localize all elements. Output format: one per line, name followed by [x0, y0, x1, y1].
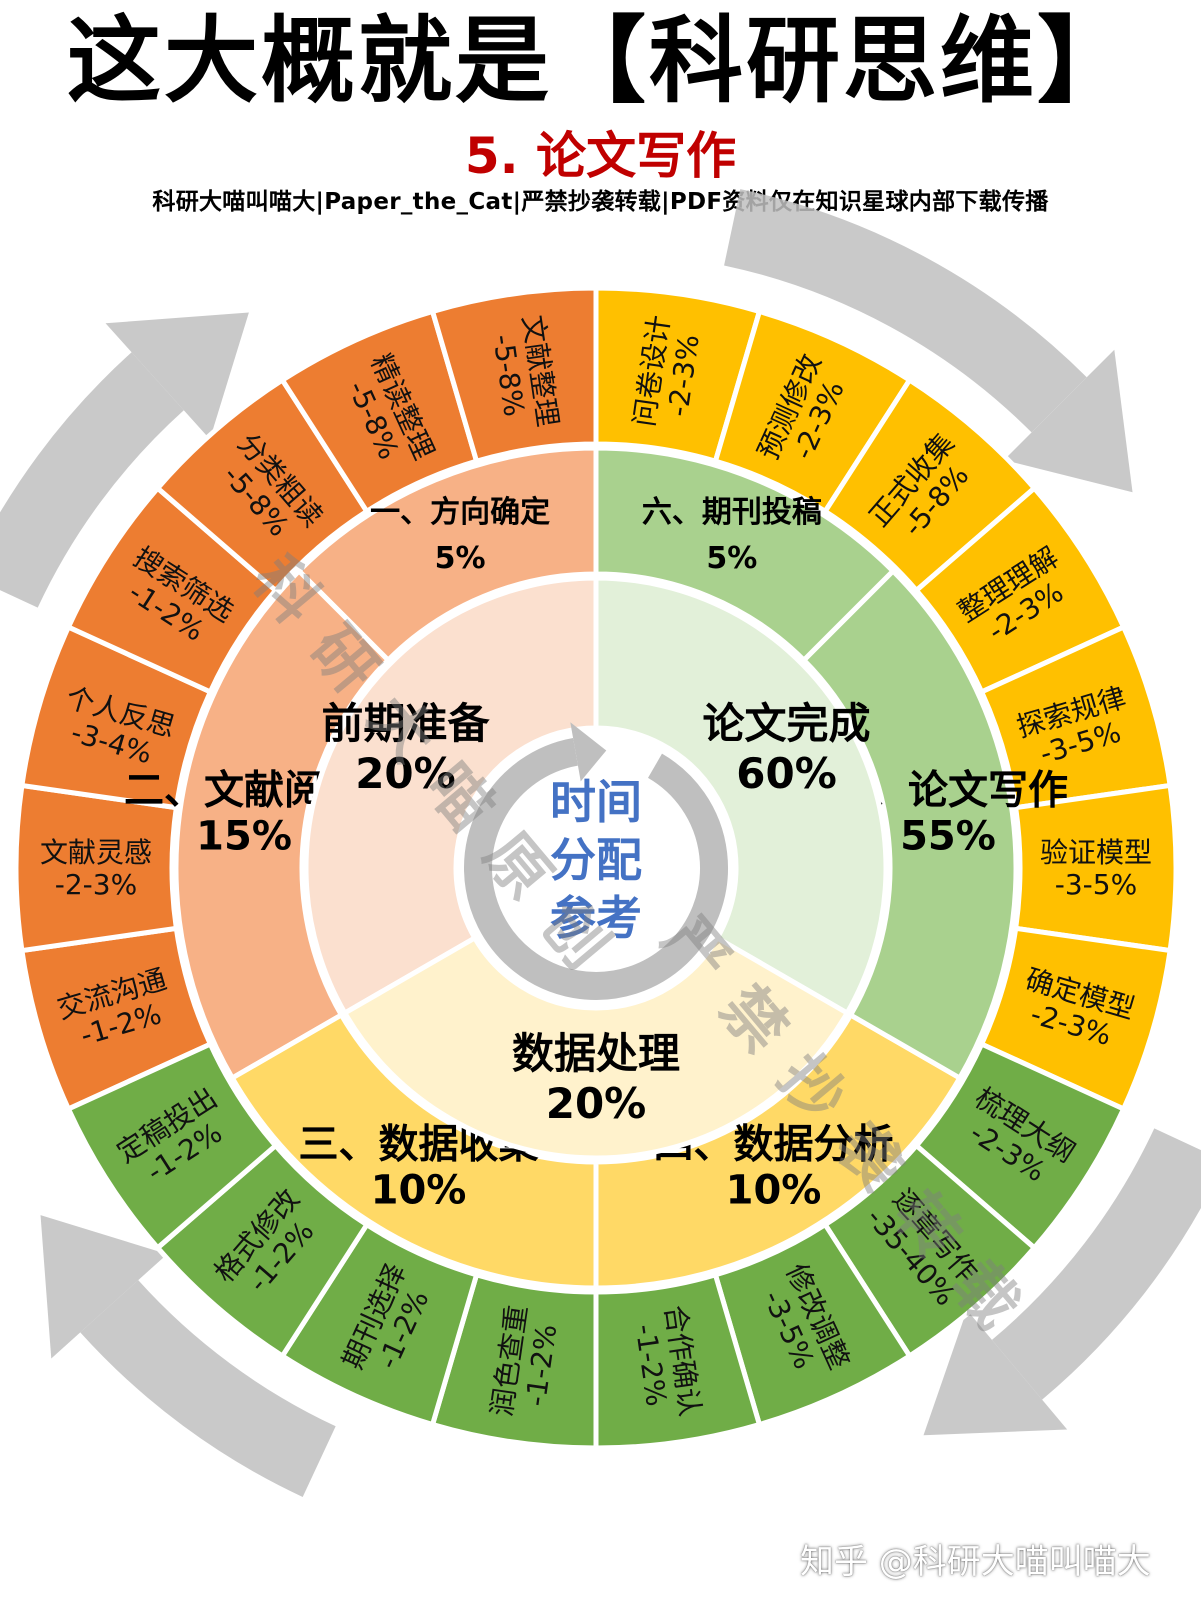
outer-ring: 交流沟通-1-2%文献灵感-2-3%个人反思-3-4%搜索筛选-1-2%分类粗读… [13, 285, 1179, 1451]
cycle-arrow-top-right [723, 189, 1133, 493]
middle-segment-percent: 5% [706, 541, 757, 576]
inner-segment: 数据处理 20% [341, 934, 851, 1161]
outer-segment: 定稿投出-1-2% [65, 1040, 280, 1252]
outer-segment: 合作确认-1-2% [593, 1271, 763, 1451]
inner-segment-label: 数据处理 [512, 1029, 680, 1078]
cycle-arrow-bottom-right [923, 1128, 1201, 1436]
outer-segment-range: -3-5% [1055, 868, 1137, 901]
middle-segment-percent: 5% [435, 541, 486, 576]
hub-text-line: 时间 [550, 775, 642, 829]
middle-segment-percent: 10% [371, 1167, 467, 1213]
svg-text:问卷设计-2-3%: 问卷设计-2-3% [628, 313, 708, 433]
zhihu-watermark: 知乎 @科研大喵叫喵大 [800, 1542, 1151, 1582]
page-title: 这大概就是【科研思维】 [66, 7, 1134, 116]
outer-segment: 格式修改-1-2% [154, 1142, 371, 1360]
inner-segment: 论文完成 60% [593, 575, 889, 1017]
outer-segment: 问卷设计-2-3% [593, 285, 763, 465]
credit-line: 科研大喵叫喵大|Paper_the_Cat|严禁抄袭转载|PDF资料仅在知识星球… [152, 189, 1049, 215]
page-subtitle: 5. 论文写作 [464, 127, 737, 185]
svg-text:验证模型-3-5%: 验证模型-3-5% [1040, 836, 1152, 901]
inner-segment-percent: 60% [736, 749, 837, 798]
outer-segment-label: 文献灵感 [40, 836, 152, 869]
middle-segment-label: 一、方向确定 [370, 495, 550, 530]
outer-segment: 搜索筛选-1-2% [65, 484, 280, 696]
middle-segment-percent: 10% [726, 1167, 822, 1213]
outer-segment: 精读整理-5-8% [278, 308, 480, 515]
center-hub: 时间分配参考 [458, 722, 734, 1006]
inner-segment-label: 论文完成 [703, 699, 871, 748]
outer-segment: 期刊选择-1-2% [278, 1221, 480, 1428]
inner-segment-label: 前期准备 [321, 699, 490, 748]
inner-ring: 前期准备 20%论文完成 60%数据处理 20% [303, 575, 889, 1161]
outer-segment: 验证模型-3-5% [1012, 782, 1179, 954]
outer-segment: 探索规律-3-5% [978, 623, 1173, 811]
hub-circle [458, 730, 734, 1006]
hub-arrow-head [570, 722, 607, 782]
inner-segment-percent: 20% [355, 749, 456, 798]
middle-segment: 六、期刊投稿 5% [593, 445, 897, 664]
middle-ring: 一、方向确定 5%二、文献阅读 15%三、数据收集 10%四、数据分析 10%五、论文写… [124, 445, 1068, 1291]
hub-text-line: 分配 [550, 833, 642, 887]
svg-text:文献灵感-2-3%: 文献灵感-2-3% [40, 836, 152, 901]
middle-segment-label: 六、期刊投稿 [642, 495, 822, 530]
hub-text-line: 参考 [550, 891, 642, 945]
outer-segment: 预测修改-2-3% [712, 308, 914, 515]
outer-segment: 文献灵感-2-3% [13, 782, 180, 954]
cycle-arrows [0, 189, 1201, 1497]
outer-segment: 梳理大纲-2-3% [912, 1040, 1127, 1252]
middle-segment-percent: 55% [900, 814, 996, 860]
cycle-arrow-bottom-left [40, 1215, 336, 1497]
inner-segment-percent: 20% [546, 1079, 647, 1128]
middle-segment: 四、数据分析 10% [593, 1011, 964, 1291]
hub-text: 时间分配参考 [550, 775, 642, 945]
outer-segment: 润色查重-1-2% [429, 1271, 599, 1451]
middle-segment-percent: 15% [196, 814, 292, 860]
middle-segment: 三、数据收集 10% [228, 1011, 599, 1291]
hub-cycle-arrow [464, 738, 728, 1000]
inner-segment: 前期准备 20% [303, 575, 599, 1017]
outer-segment: 修改调整-3-5% [712, 1221, 914, 1428]
outer-segment-range: -2-3% [55, 868, 137, 901]
outer-segment-label: 验证模型 [1040, 836, 1152, 869]
cycle-arrow-top-left [0, 312, 249, 608]
